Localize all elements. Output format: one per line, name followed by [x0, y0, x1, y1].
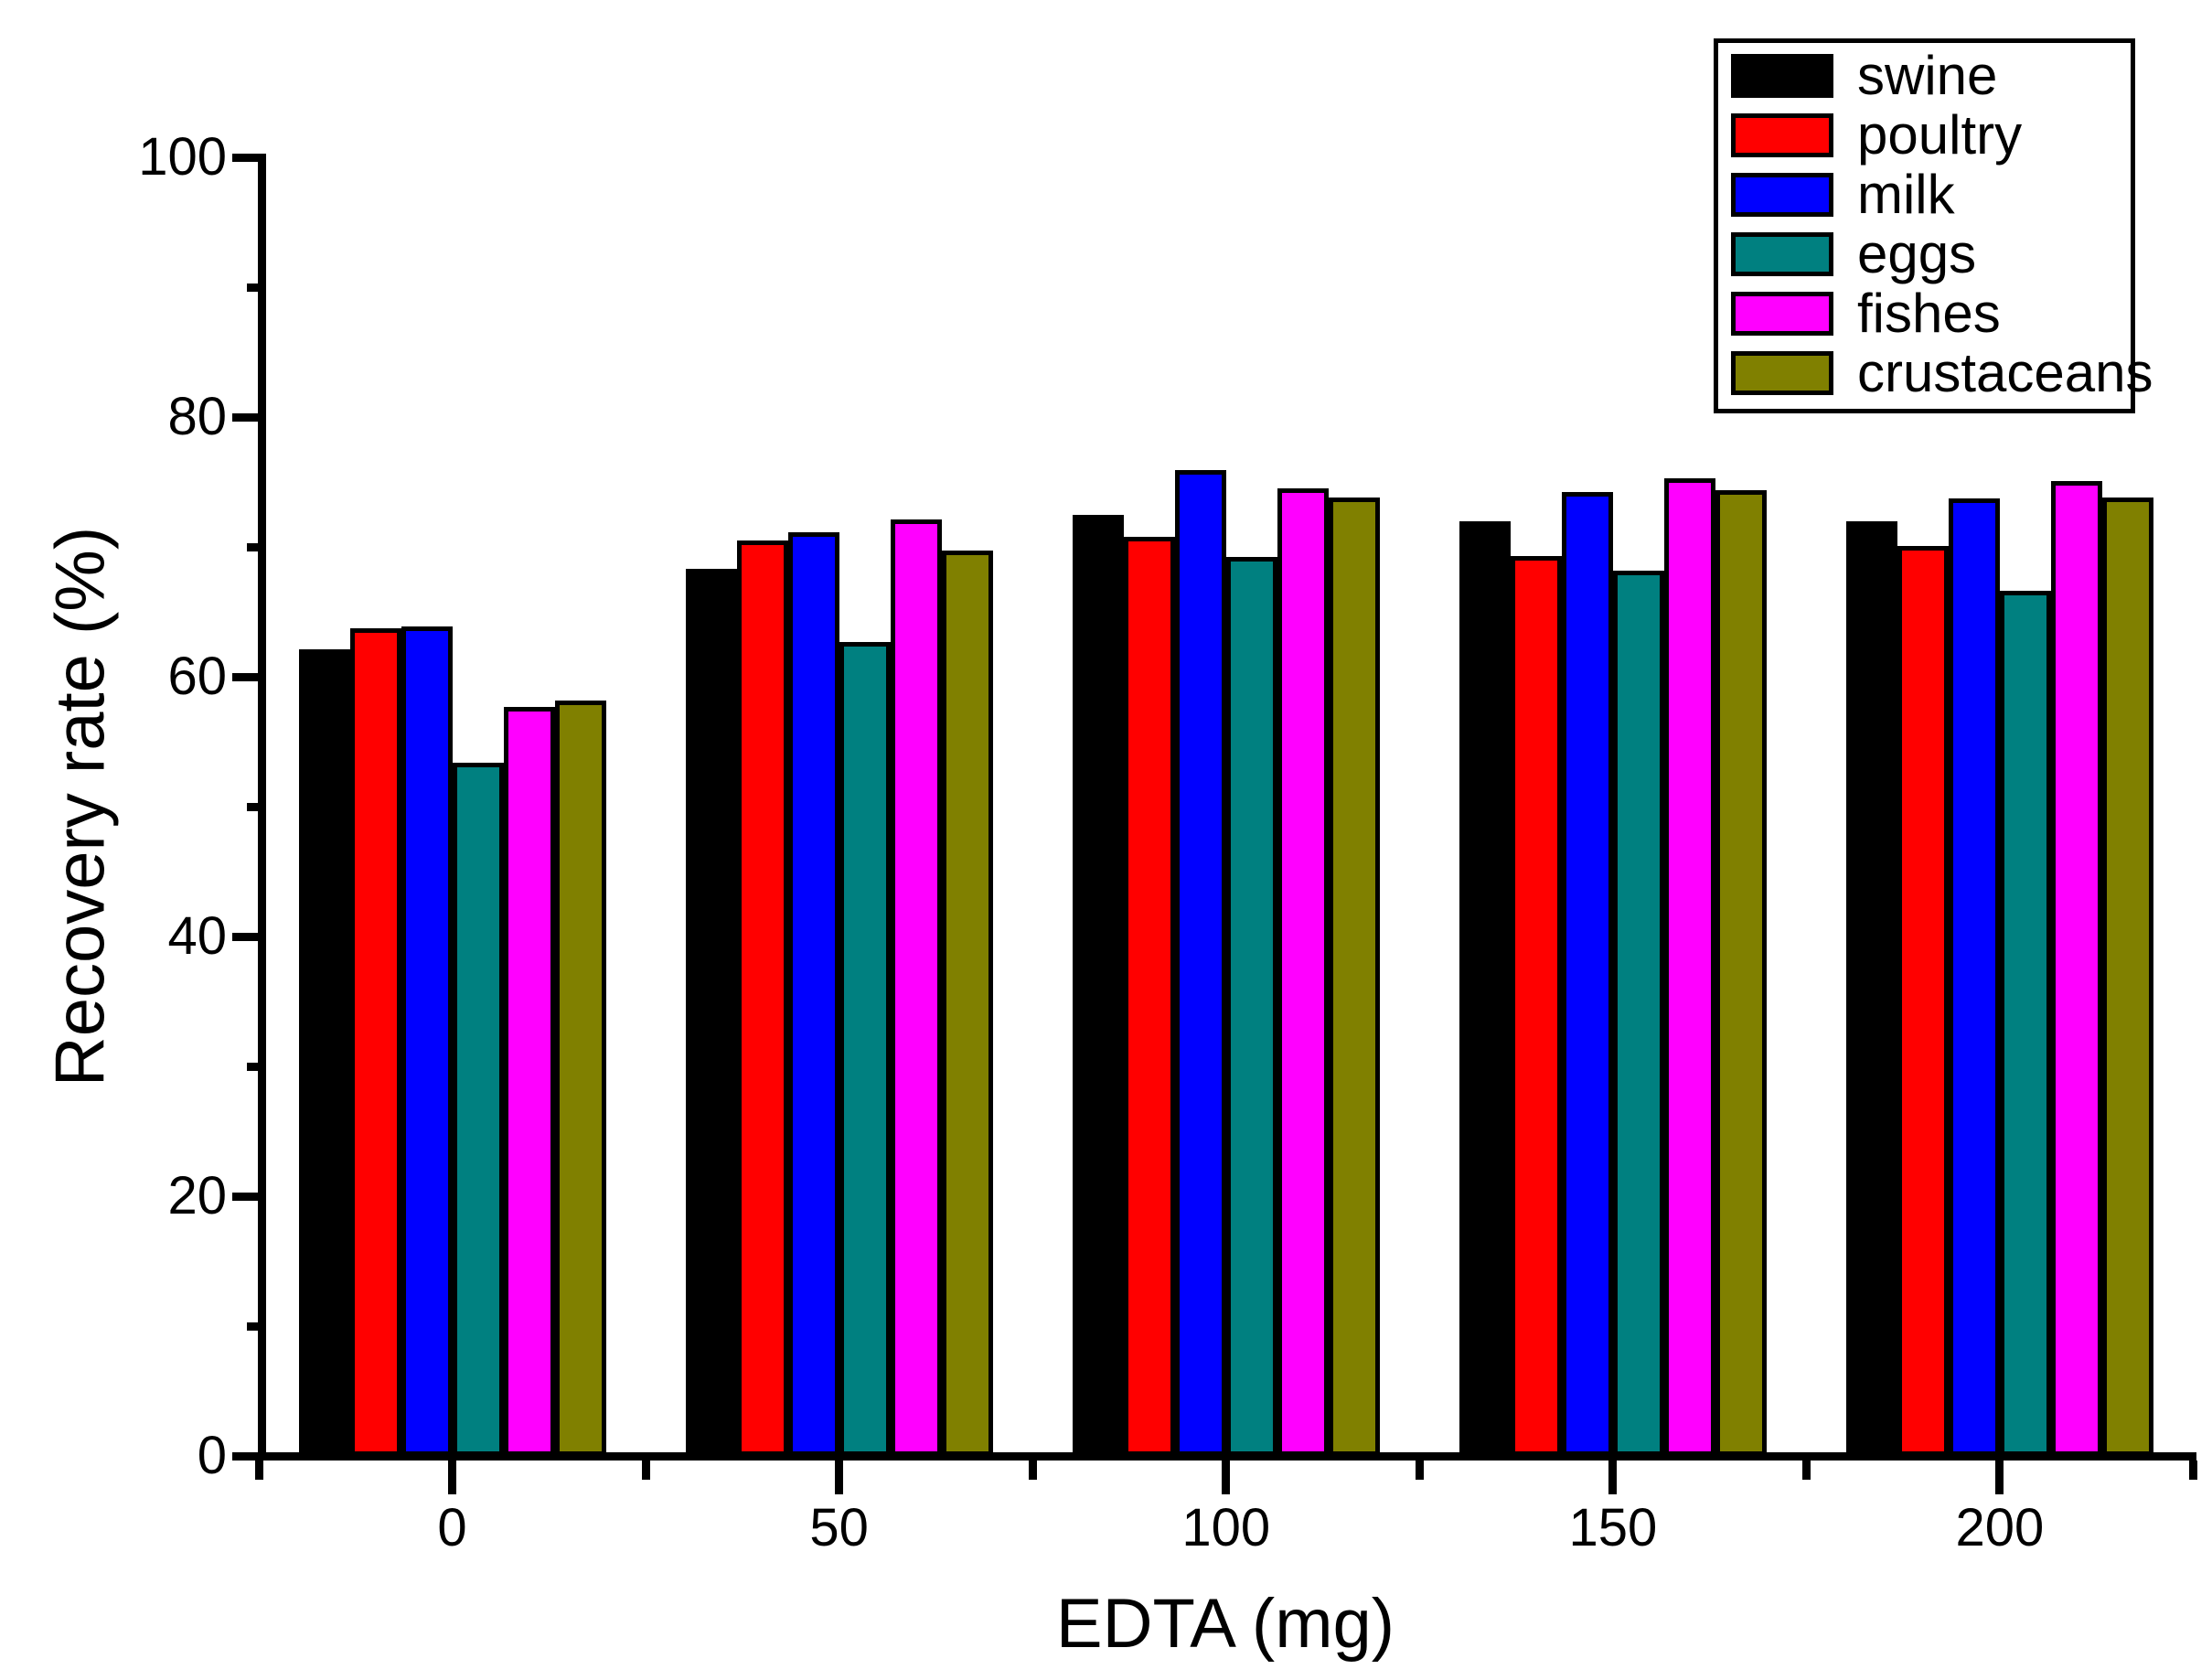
- legend-label: poultry: [1857, 104, 2023, 166]
- bar-crustaceans-100: [1328, 498, 1380, 1456]
- y-major-tick: [232, 932, 266, 941]
- legend-item-swine: swine: [1731, 45, 1998, 106]
- legend-swatch-milk: [1731, 173, 1833, 217]
- y-minor-tick: [247, 1322, 266, 1331]
- y-minor-tick: [247, 283, 266, 292]
- bar-poultry-0: [349, 628, 401, 1456]
- x-major-tick: [1222, 1461, 1231, 1494]
- legend-label: eggs: [1857, 223, 1977, 284]
- bar-milk-0: [401, 626, 453, 1456]
- bar-eggs-100: [1225, 557, 1277, 1456]
- legend-item-fishes: fishes: [1731, 283, 2001, 344]
- bar-eggs-50: [839, 641, 891, 1456]
- legend-item-poultry: poultry: [1731, 104, 2023, 166]
- bar-poultry-100: [1123, 536, 1175, 1456]
- x-minor-tick: [1028, 1461, 1037, 1480]
- x-major-tick: [1608, 1461, 1618, 1494]
- x-tick-label: 100: [1181, 1498, 1271, 1557]
- x-minor-tick: [1801, 1461, 1811, 1480]
- x-minor-tick: [1415, 1461, 1424, 1480]
- bar-swine-100: [1072, 514, 1124, 1456]
- legend-swatch-crustaceans: [1731, 351, 1833, 395]
- bar-fishes-100: [1277, 488, 1329, 1456]
- legend-label: fishes: [1857, 283, 2001, 344]
- y-major-tick: [232, 1451, 266, 1461]
- bar-swine-50: [685, 569, 737, 1456]
- bar-poultry-150: [1510, 555, 1562, 1456]
- bar-swine-0: [298, 649, 350, 1456]
- legend-label: milk: [1857, 164, 1955, 225]
- y-tick-label: 80: [167, 387, 227, 446]
- legend-swatch-eggs: [1731, 232, 1833, 276]
- y-minor-tick: [247, 542, 266, 551]
- y-minor-tick: [247, 1062, 266, 1071]
- bar-eggs-150: [1612, 570, 1664, 1456]
- bar-fishes-150: [1663, 477, 1715, 1456]
- y-major-tick: [232, 153, 266, 162]
- legend-item-milk: milk: [1731, 164, 1955, 225]
- y-tick-label: 40: [167, 906, 227, 966]
- legend-swatch-swine: [1731, 54, 1833, 98]
- x-major-tick: [835, 1461, 844, 1494]
- bar-poultry-50: [736, 540, 788, 1456]
- y-tick-label: 100: [138, 127, 227, 187]
- y-tick-label: 0: [197, 1426, 227, 1485]
- bar-crustaceans-200: [2101, 498, 2153, 1456]
- bar-swine-200: [1845, 520, 1897, 1456]
- y-minor-tick: [247, 802, 266, 811]
- y-major-tick: [232, 412, 266, 422]
- x-tick-label: 0: [437, 1498, 467, 1557]
- bar-milk-150: [1561, 492, 1613, 1456]
- legend-item-eggs: eggs: [1731, 223, 1977, 284]
- bar-milk-50: [787, 532, 839, 1456]
- legend-item-crustaceans: crustaceans: [1731, 342, 2153, 403]
- x-axis-title: EDTA (mg): [1055, 1585, 1395, 1663]
- legend-swatch-fishes: [1731, 292, 1833, 336]
- y-tick-label: 20: [167, 1166, 227, 1225]
- x-axis-line: [258, 1452, 2196, 1461]
- y-major-tick: [232, 1192, 266, 1201]
- bar-poultry-200: [1897, 545, 1949, 1456]
- x-tick-label: 150: [1568, 1498, 1658, 1557]
- bar-eggs-0: [452, 762, 504, 1456]
- legend-swatch-poultry: [1731, 113, 1833, 157]
- bar-swine-150: [1459, 520, 1511, 1456]
- x-minor-tick: [254, 1461, 263, 1480]
- x-major-tick: [1995, 1461, 2004, 1494]
- bar-eggs-200: [1999, 591, 2051, 1456]
- bar-crustaceans-150: [1715, 489, 1767, 1456]
- bar-milk-200: [1948, 498, 2000, 1456]
- y-tick-label: 60: [167, 647, 227, 706]
- bar-milk-100: [1174, 470, 1226, 1456]
- y-axis-title: Recovery rate (%): [41, 526, 120, 1087]
- x-tick-label: 200: [1955, 1498, 2045, 1557]
- bar-fishes-200: [2050, 480, 2102, 1456]
- x-major-tick: [448, 1461, 457, 1494]
- bar-crustaceans-0: [554, 700, 606, 1456]
- y-major-tick: [232, 672, 266, 681]
- bar-fishes-50: [890, 519, 942, 1456]
- x-minor-tick: [2189, 1461, 2197, 1480]
- x-minor-tick: [641, 1461, 650, 1480]
- bar-crustaceans-50: [941, 551, 993, 1456]
- legend-label: crustaceans: [1857, 342, 2153, 403]
- legend: swine poultry milk eggs fishes crustaceans: [1714, 38, 2153, 413]
- legend-label: swine: [1857, 45, 1998, 106]
- x-tick-label: 50: [809, 1498, 869, 1557]
- bar-fishes-0: [503, 706, 555, 1456]
